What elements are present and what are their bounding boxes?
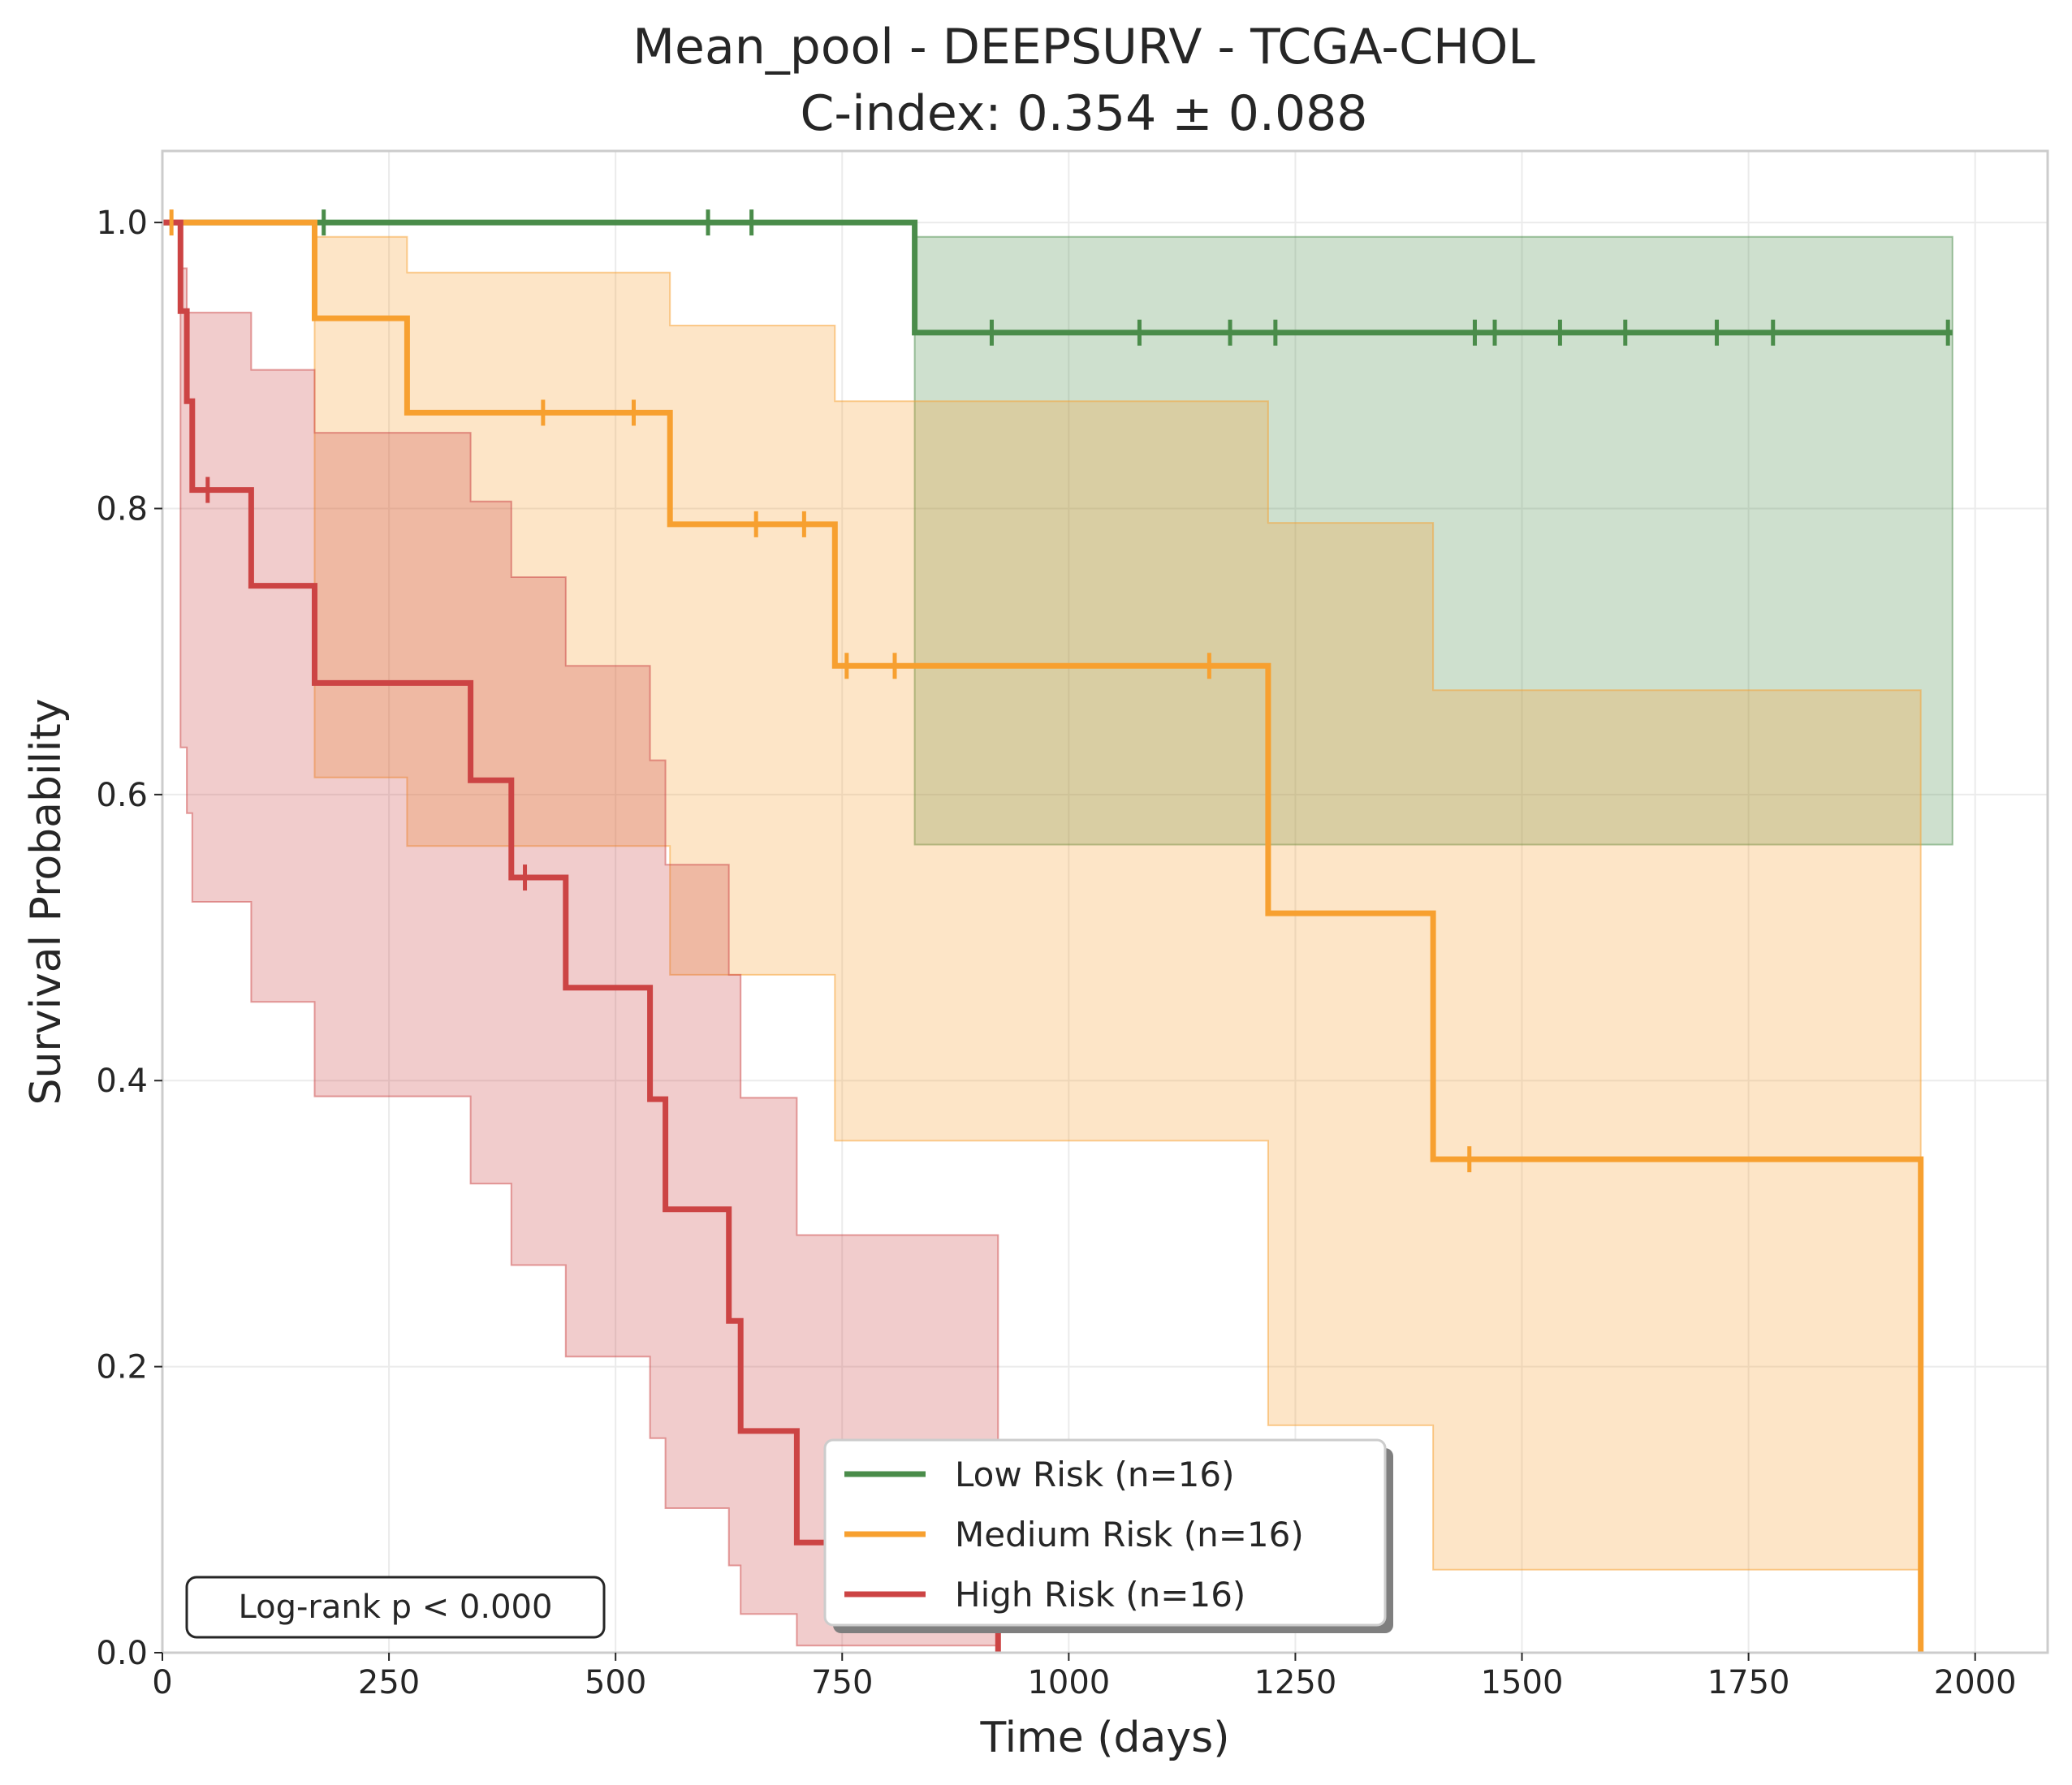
x-tick-label-3: 750 [811,1664,873,1701]
pvalue-annotation: Log-rank p < 0.000 [185,1576,606,1639]
chart-title: Mean_pool - DEEPSURV - TCGA-CHOL [632,19,1535,75]
legend: Low Risk (n=16) Medium Risk (n=16) High Ri… [823,1438,1393,1633]
survival-curves [162,219,1953,1653]
medium-risk-legend-label: Medium Risk (n=16) [955,1515,1304,1554]
legend-box [823,1438,1387,1627]
high-risk-curve [162,219,1001,1653]
x-axis-label: Time (days) [979,1714,1229,1762]
x-tick-label-6: 1500 [1481,1664,1564,1701]
medium-risk-ci-band [162,222,1922,1571]
x-tick-label-8: 2000 [1934,1664,2017,1701]
y-tick-label-3: 0.6 [96,777,148,814]
y-axis-label: Survival Probability [22,698,71,1105]
y-tick-label-5: 1.0 [96,205,148,242]
plot-frame [161,149,2049,1654]
x-tick-label-2: 500 [585,1664,646,1701]
pvalue-box [185,1576,606,1639]
y-tick-label-4: 0.8 [96,490,148,528]
censor-marks [169,209,1950,1173]
y-tick-label-1: 0.2 [96,1349,148,1386]
x-tick-label-1: 250 [358,1664,420,1701]
low-risk-curve [162,219,1953,336]
x-tick-label-5: 1250 [1254,1664,1337,1701]
legend-items: Low Risk (n=16) Medium Risk (n=16) High Ri… [844,1455,1304,1615]
y-tick-label-0: 0.0 [96,1635,148,1672]
axis-ticks: 0 250 500 750 1000 1250 1500 1750 2000 0.0 0.2 0.4 0… [96,205,2016,1701]
medium-risk-curve [162,219,1924,1653]
chart-subtitle: C-index: 0.354 ± 0.088 [801,85,1368,142]
x-tick-label-4: 1000 [1027,1664,1110,1701]
x-tick-label-7: 1750 [1707,1664,1790,1701]
low-risk-legend-label: Low Risk (n=16) [955,1455,1235,1494]
pvalue-text: Log-rank p < 0.000 [239,1589,553,1626]
x-tick-label-0: 0 [152,1664,172,1701]
y-tick-label-2: 0.4 [96,1063,148,1100]
high-risk-legend-label: High Risk (n=16) [955,1575,1245,1615]
